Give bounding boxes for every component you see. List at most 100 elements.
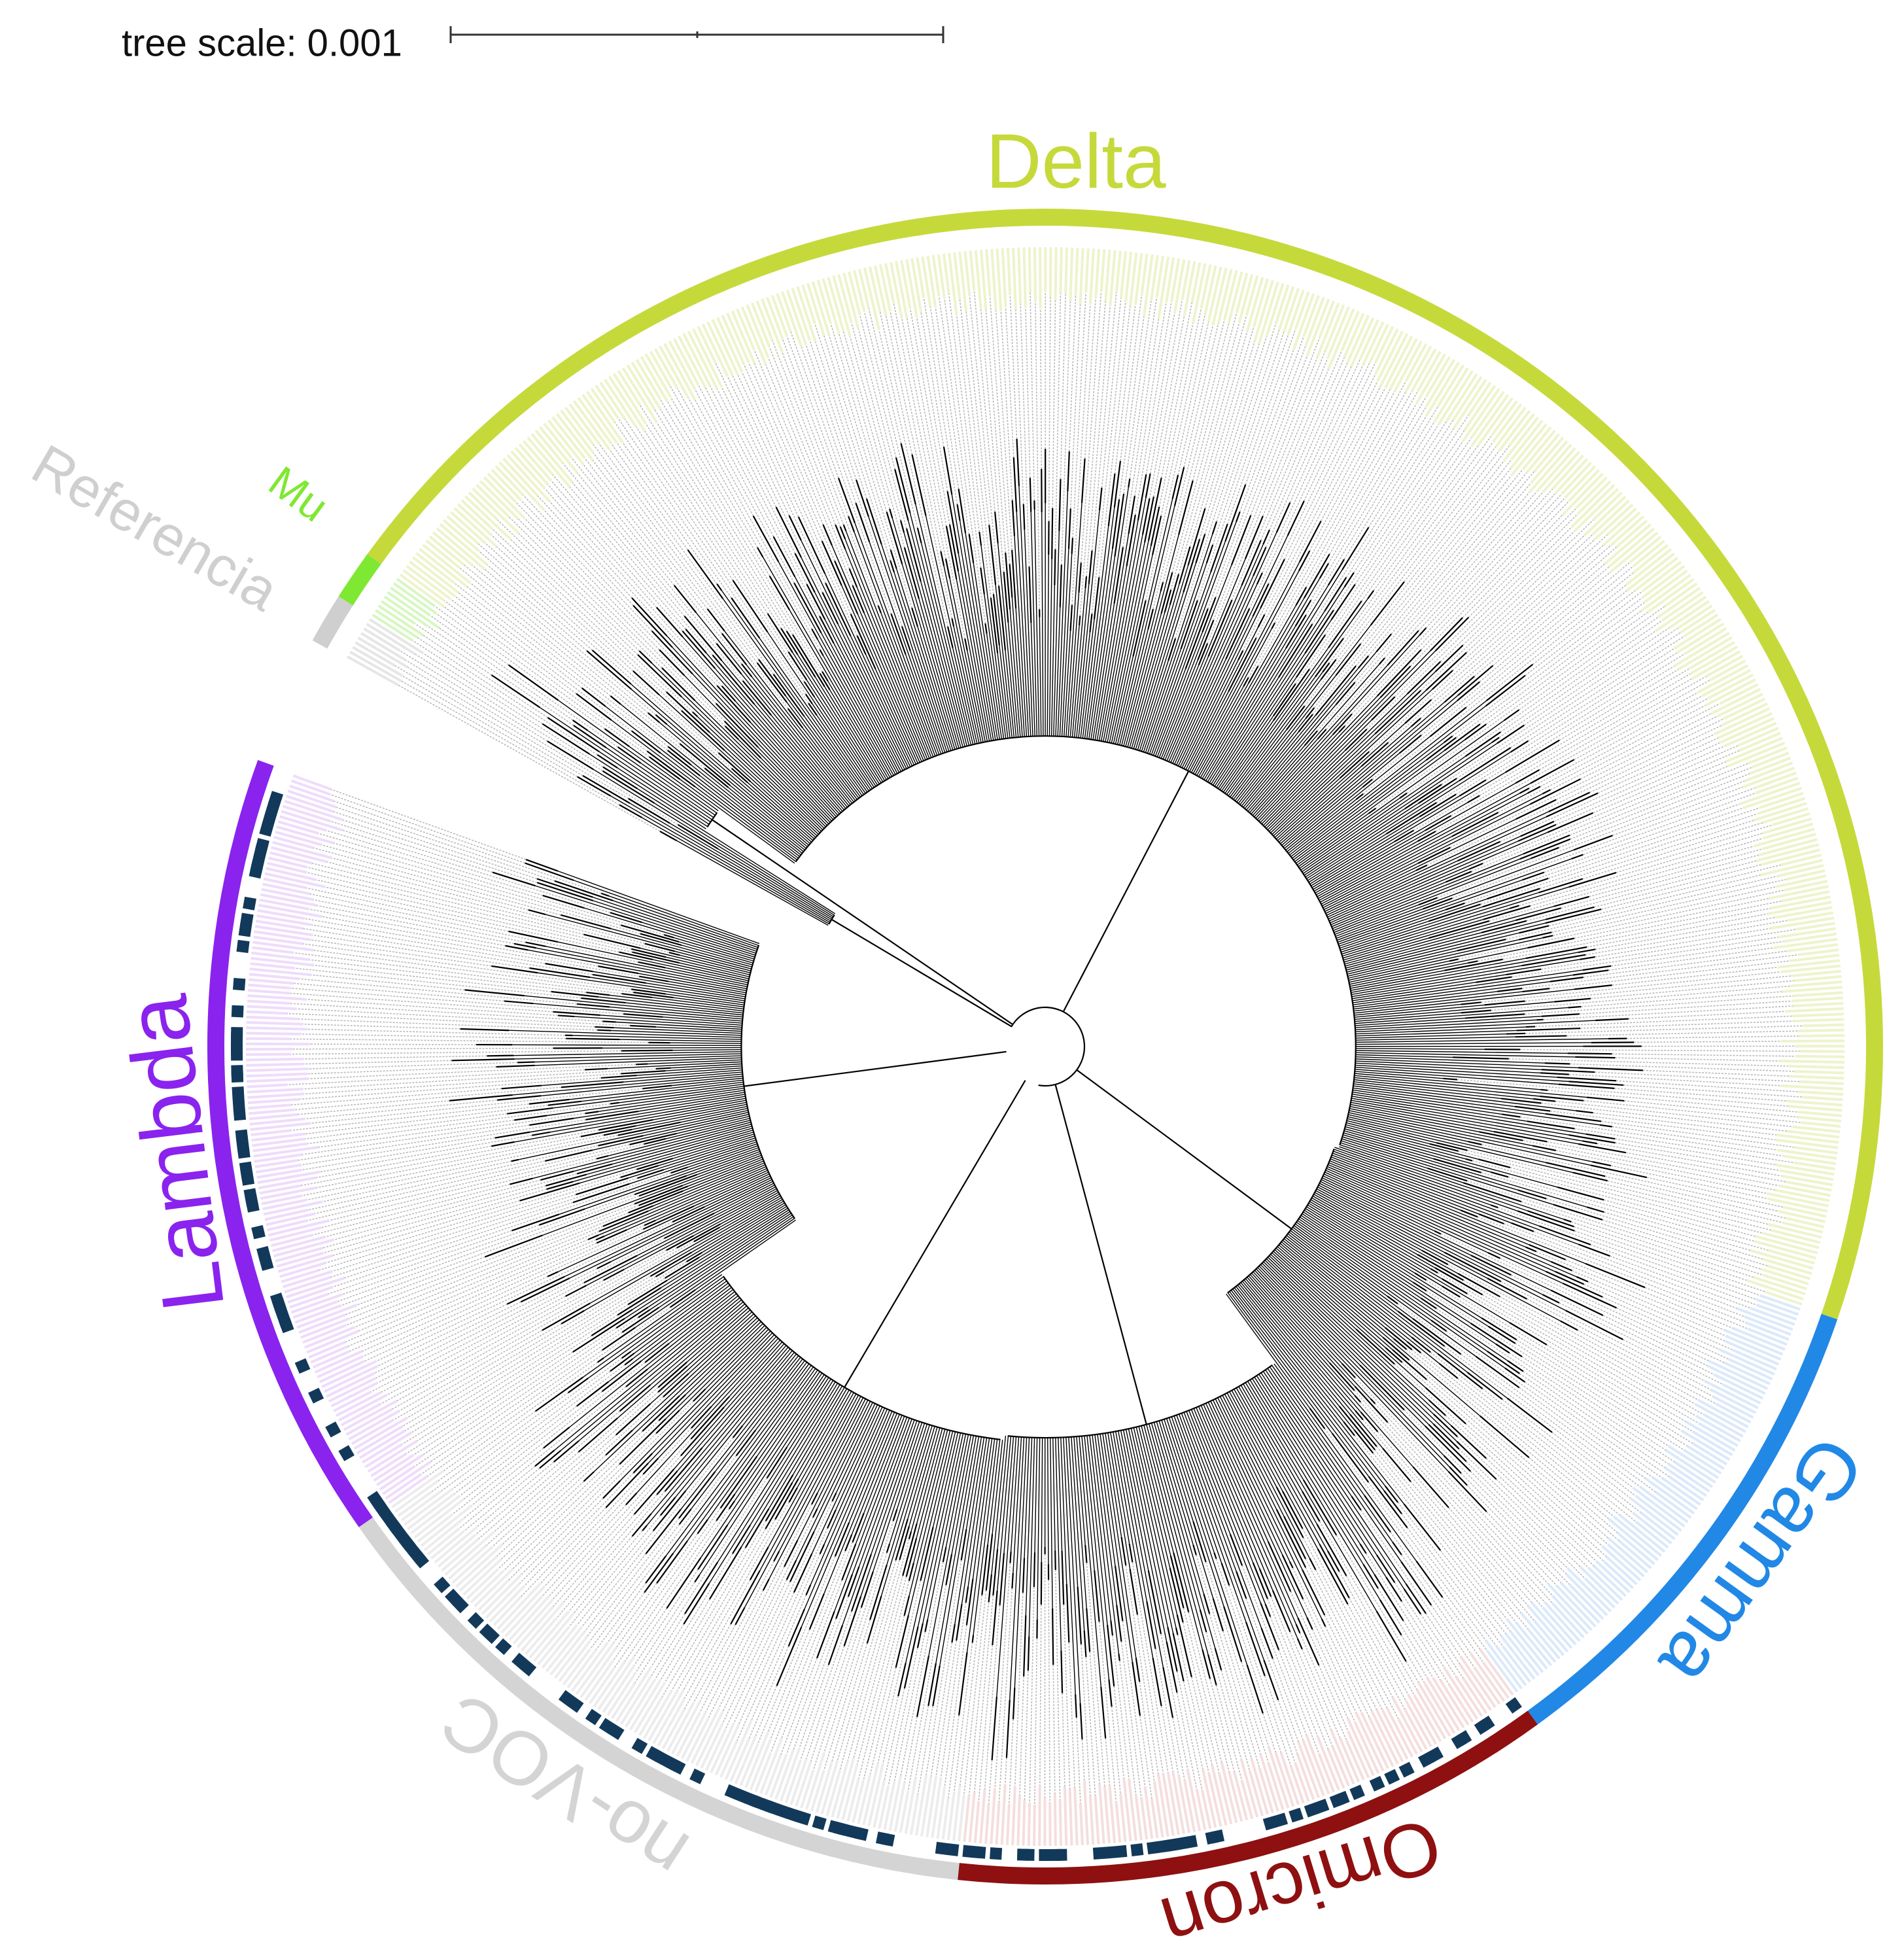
tip [631,361,662,410]
terminal-branch [742,680,772,716]
tip [774,1749,795,1800]
terminal-branch [1444,676,1475,703]
tip [1767,1264,1810,1280]
inner-branch [1349,1105,1480,1133]
leaf-line [246,1016,598,1031]
sample-mark [467,1612,485,1629]
terminal-branch [1568,1134,1616,1144]
inner-branch [1018,485,1031,737]
terminal-branch [672,1206,705,1223]
tip [734,1735,757,1784]
sample-mark [646,1746,662,1762]
tip [302,1324,347,1344]
leaf-line [1176,1692,1206,1830]
tip [969,251,976,291]
leaf-line [1319,1521,1446,1739]
tip [1783,932,1837,943]
tip [1143,1786,1154,1839]
leaf-line [1345,373,1478,578]
tip [1640,574,1691,613]
terminal-branch [603,1268,625,1281]
inner-branch [1207,585,1329,782]
inner-branch [1355,1016,1542,1028]
tip [432,531,474,566]
tip [624,1678,657,1728]
tip [1432,367,1469,423]
tip [1780,1174,1833,1187]
leaf-line [246,1050,621,1056]
tip [1459,1656,1497,1709]
inner-branch [1230,671,1323,797]
terminal-branch [648,712,661,723]
leaf-line [1574,1230,1801,1310]
inner-branch [1354,1073,1541,1090]
terminal-branch [1568,1081,1624,1086]
sample-mark [946,1843,960,1856]
inner-branch [559,1145,759,1215]
tip [1782,1154,1837,1166]
terminal-branch [1114,1565,1124,1622]
inner-branch [530,1096,746,1133]
tip [649,351,672,387]
inner-branch [653,959,749,982]
inner-branch [673,997,744,1008]
inner-branch [683,1158,763,1192]
terminal-branch [1343,1421,1355,1436]
terminal-branch [1519,931,1552,941]
inner-branch [889,1423,928,1544]
inner-branch [1129,604,1171,748]
terminal-branch [680,1406,725,1457]
inner-branch [1122,1429,1168,1642]
inner-branch [545,914,752,969]
terminal-branch [1397,1310,1445,1347]
tip [1389,338,1418,391]
terminal-branch [1178,480,1194,535]
tip [1673,617,1722,650]
inner-branch [1336,849,1574,939]
tip [1685,1420,1736,1452]
tip [428,535,466,566]
terminal-branch [889,508,893,519]
tip [1756,1304,1797,1321]
inner-branch [1313,802,1468,892]
inner-branch [573,1092,745,1119]
sample-mark [308,1387,324,1404]
leaf-line [275,831,640,935]
tip [366,623,417,655]
leaf-line [1098,252,1137,578]
terminal-branch [1147,608,1154,630]
terminal-branch [666,691,710,733]
inner-branch [905,654,942,754]
leaf-line [1374,1449,1552,1666]
leaf-line [247,1064,636,1083]
inner-branch [1092,603,1115,740]
tip [1592,491,1623,521]
inner-branch [768,1385,843,1509]
terminal-branch [1481,1317,1517,1341]
tip [659,345,690,399]
inner-branch [1294,1223,1432,1321]
leaf-line [1069,247,1079,452]
leaf-line [1461,1472,1604,1620]
inner-branch [608,895,759,948]
inner-branch [770,714,848,808]
terminal-branch [581,997,626,1004]
tip [958,251,968,312]
tip [1676,604,1713,630]
terminal-branch [776,1626,803,1686]
inner-branch [1198,605,1296,777]
terminal-branch [819,616,835,644]
terminal-branch [595,1026,614,1029]
leaf-line [287,1172,671,1303]
inner-branch [535,885,756,956]
inner-branch [638,1094,746,1112]
terminal-branch [1374,1574,1404,1622]
terminal-branch [1385,802,1437,835]
terminal-branch [561,914,612,929]
terminal-branch [1550,1289,1604,1316]
inner-branch [997,1436,1009,1550]
tip [740,306,767,366]
terminal-branch [1289,1561,1294,1569]
inner-branch [1013,1436,1022,1573]
terminal-branch [1404,699,1432,724]
